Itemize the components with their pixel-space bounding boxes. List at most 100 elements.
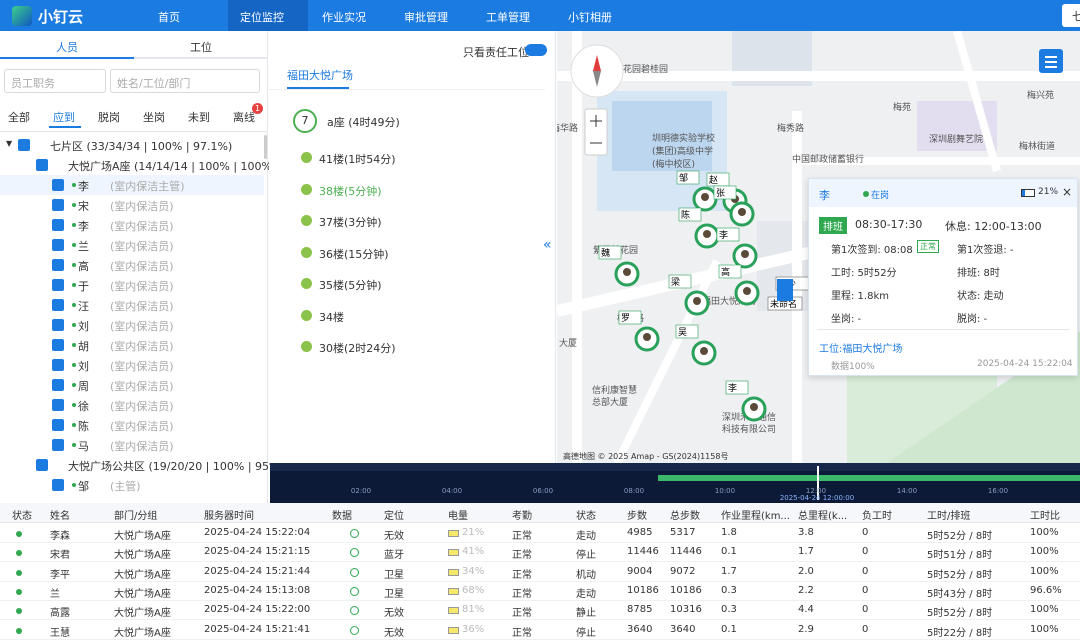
member-name: 于 bbox=[78, 280, 89, 293]
column-header[interactable]: 总里程(k... bbox=[798, 511, 848, 522]
input[interactable]: 姓名/工位/部门 bbox=[110, 69, 260, 93]
cell: 96.6% bbox=[1030, 584, 1062, 596]
ws-dot bbox=[301, 309, 312, 321]
marker-label: 邹 bbox=[679, 172, 688, 184]
nav-item[interactable]: 审批管理 bbox=[404, 11, 448, 24]
member-role: (室内保洁员) bbox=[110, 240, 174, 253]
checkbox[interactable] bbox=[52, 359, 64, 371]
nav-item[interactable]: 工单管理 bbox=[486, 11, 530, 24]
card-name: 李 bbox=[819, 189, 830, 202]
cell: 2.2 bbox=[798, 584, 814, 596]
close[interactable]: × bbox=[1062, 185, 1073, 199]
checkbox[interactable] bbox=[52, 299, 64, 311]
checkbox[interactable] bbox=[52, 399, 64, 411]
filter[interactable]: 离线 bbox=[233, 111, 255, 124]
checkbox[interactable] bbox=[52, 219, 64, 231]
ws-item[interactable]: 30楼(2时24分) bbox=[319, 342, 396, 355]
ws-item[interactable]: 38楼(5分钟) bbox=[319, 184, 382, 198]
ws-tab[interactable]: 福田大悦广场 bbox=[287, 69, 353, 82]
member-role: (室内保洁员) bbox=[110, 380, 174, 393]
cell: 大悦广场A座 bbox=[114, 550, 171, 562]
ws-item[interactable]: 34楼 bbox=[319, 310, 344, 324]
data-icon bbox=[350, 586, 359, 596]
user-button[interactable]: 七 bbox=[1062, 4, 1080, 27]
checkbox[interactable] bbox=[52, 319, 64, 331]
filter[interactable]: 应到 bbox=[53, 111, 75, 124]
cell: 21% bbox=[462, 527, 485, 538]
checkbox[interactable] bbox=[18, 139, 30, 151]
checkbox[interactable] bbox=[52, 259, 64, 271]
ws-divider bbox=[269, 89, 545, 90]
caret: ▼ bbox=[6, 139, 13, 148]
tab[interactable]: 人员 bbox=[0, 31, 134, 59]
cell: 0 bbox=[862, 584, 869, 596]
checkbox[interactable] bbox=[52, 239, 64, 251]
ws-item[interactable]: 37楼(3分钟) bbox=[319, 216, 382, 229]
ws-item[interactable]: 35楼(5分钟) bbox=[319, 279, 382, 292]
logo-icon bbox=[12, 6, 32, 26]
checkbox[interactable] bbox=[52, 179, 64, 191]
tree-node: 大悦广场A座 (14/14/14 | 100% | 100%) bbox=[68, 160, 277, 173]
nav-item[interactable]: 小钉相册 bbox=[568, 11, 612, 24]
nav-item[interactable]: 首页 bbox=[158, 11, 180, 24]
column-header[interactable]: 工时比 bbox=[1030, 511, 1060, 522]
ws-dot bbox=[301, 246, 312, 258]
column-header[interactable]: 考勤 bbox=[512, 511, 532, 522]
building-icon bbox=[777, 279, 793, 301]
ws-item[interactable]: a座 (4时49分) bbox=[327, 116, 400, 129]
checkbox[interactable] bbox=[52, 199, 64, 211]
column-header[interactable]: 定位 bbox=[384, 511, 404, 522]
cell: 卫星 bbox=[384, 588, 404, 600]
filter[interactable]: 脱岗 bbox=[98, 111, 120, 124]
checkbox[interactable] bbox=[52, 279, 64, 291]
collapse[interactable]: « bbox=[543, 237, 552, 253]
column-header[interactable]: 服务器时间 bbox=[204, 511, 254, 522]
badge: 1 bbox=[252, 103, 263, 114]
checkbox[interactable] bbox=[52, 419, 64, 431]
marker-label: 吴 bbox=[678, 327, 687, 338]
marker-head bbox=[623, 268, 631, 276]
column-header[interactable]: 部门/分组 bbox=[114, 511, 158, 522]
battery-icon bbox=[448, 530, 459, 537]
nav-item[interactable]: 定位监控 bbox=[240, 11, 284, 24]
count-ring: 7 bbox=[293, 109, 317, 133]
cell: 李森 bbox=[50, 531, 70, 542]
ws-item[interactable]: 36楼(15分钟) bbox=[319, 247, 389, 261]
toggle[interactable] bbox=[525, 44, 547, 56]
battery-icon bbox=[448, 549, 459, 557]
online-dot bbox=[72, 203, 76, 207]
map-label: 梅林街道 bbox=[1019, 140, 1055, 152]
input[interactable]: 员工职务 bbox=[4, 69, 106, 93]
cell: 大悦广场A座 bbox=[114, 531, 171, 542]
marker-label: 魏 bbox=[601, 247, 610, 259]
column-header[interactable]: 状态 bbox=[576, 511, 596, 522]
column-header[interactable]: 数据 bbox=[332, 511, 352, 522]
column-header[interactable]: 电量 bbox=[448, 511, 468, 522]
filter[interactable]: 未到 bbox=[188, 111, 210, 124]
marker-label: 高 bbox=[721, 266, 730, 278]
column-header[interactable]: 状态 bbox=[12, 511, 32, 522]
checkbox[interactable] bbox=[52, 379, 64, 391]
marker-head bbox=[700, 347, 708, 355]
nav-item[interactable]: 作业实况 bbox=[322, 11, 366, 24]
column-header[interactable]: 工时/排班 bbox=[927, 511, 971, 522]
cell: 10186 bbox=[627, 584, 659, 596]
column-header[interactable]: 姓名 bbox=[50, 511, 70, 522]
ws-item[interactable]: 41楼(1时54分) bbox=[319, 153, 396, 166]
cell: 停止 bbox=[576, 627, 596, 639]
checkbox[interactable] bbox=[52, 479, 64, 491]
checkbox[interactable] bbox=[36, 459, 48, 471]
cell: 机动 bbox=[576, 569, 596, 581]
checkbox[interactable] bbox=[52, 439, 64, 451]
column-header[interactable]: 负工时 bbox=[862, 511, 892, 522]
filter[interactable]: 全部 bbox=[8, 111, 30, 124]
column-header[interactable]: 步数 bbox=[627, 511, 647, 522]
checkbox[interactable] bbox=[52, 339, 64, 351]
column-header[interactable]: 作业里程(km... bbox=[721, 511, 790, 522]
column-header[interactable]: 总步数 bbox=[670, 511, 700, 522]
cell: 2.0 bbox=[798, 565, 814, 577]
cell: 李平 bbox=[50, 569, 70, 581]
checkbox[interactable] bbox=[36, 159, 48, 171]
tab[interactable]: 工位 bbox=[134, 31, 268, 59]
filter[interactable]: 坐岗 bbox=[143, 111, 165, 124]
